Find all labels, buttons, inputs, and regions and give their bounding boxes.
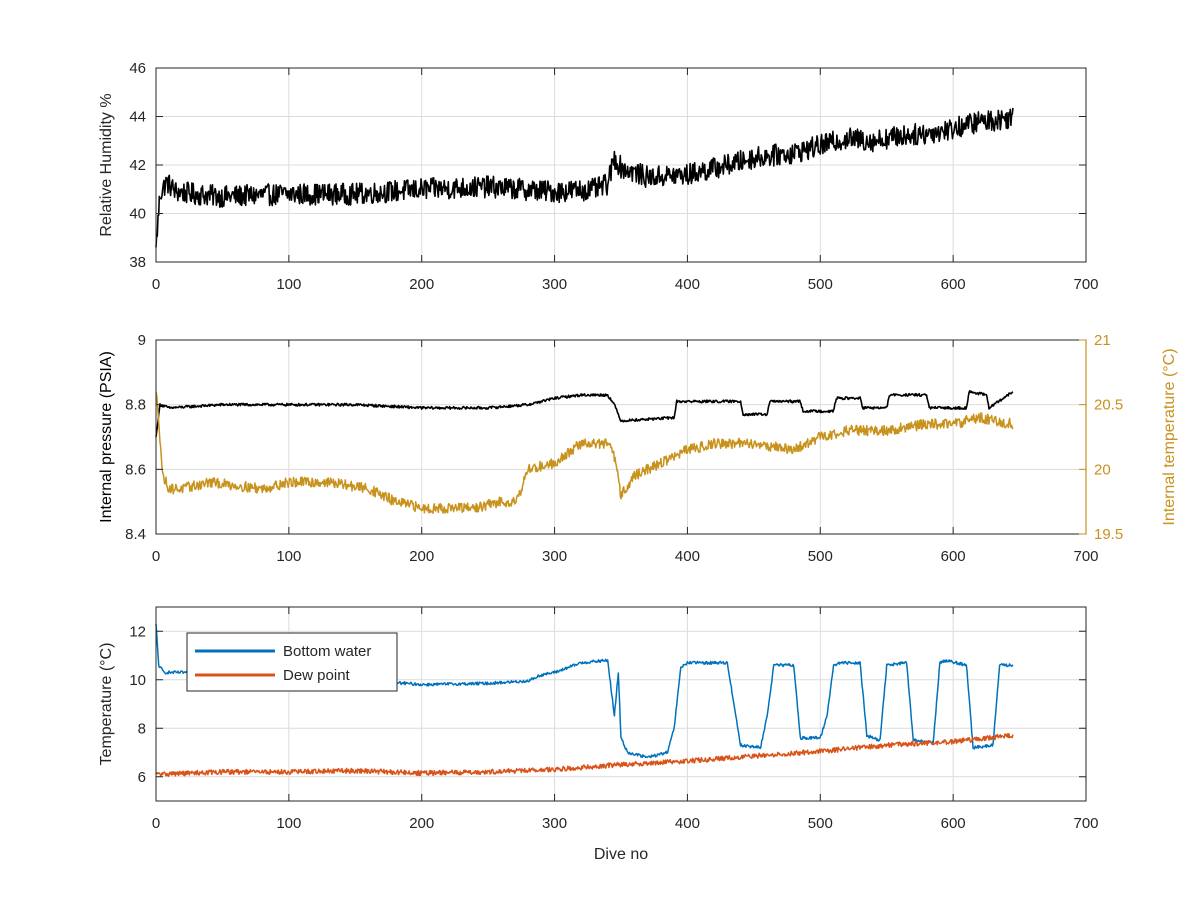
y-tick-label: 6 <box>138 769 146 786</box>
y-tick-label: 12 <box>129 623 146 640</box>
x-tick-label: 500 <box>808 548 833 565</box>
y-tick-label: 9 <box>138 332 146 349</box>
grid <box>156 68 1086 262</box>
x-tick-label: 600 <box>941 548 966 565</box>
x-tick-label: 400 <box>675 548 700 565</box>
x-tick-label: 100 <box>276 815 301 832</box>
y-tick-label: 42 <box>129 157 146 174</box>
x-axis-label: Dive no <box>594 846 648 863</box>
x-tick-label: 500 <box>808 815 833 832</box>
y2-tick-label: 21 <box>1094 332 1111 349</box>
y-axis-label: Temperature (°C) <box>98 643 115 766</box>
legend-box <box>186 632 398 692</box>
y-tick-label: 46 <box>129 60 146 77</box>
legend-label: Bottom water <box>283 643 371 660</box>
x-tick-label: 300 <box>542 548 567 565</box>
series-line-0 <box>155 389 1014 438</box>
y-axis-label: Internal pressure (PSIA) <box>98 351 115 523</box>
pressure-temperature-panel: 0 100 200 300 400 500 600 700 8.4 8.6 8.8 9 19.5 20 20… <box>98 332 1178 565</box>
legend: Bottom water Dew point <box>186 632 398 692</box>
x-tick-label: 0 <box>152 276 160 293</box>
x-tick-label: 700 <box>1073 276 1098 293</box>
series-line-1 <box>155 391 1014 514</box>
x-tick-label: 700 <box>1073 548 1098 565</box>
x-tick-label: 300 <box>542 276 567 293</box>
y-tick-label: 8.6 <box>125 461 146 478</box>
grid <box>156 607 1086 801</box>
x-tick-label: 400 <box>675 276 700 293</box>
y-tick-label: 8 <box>138 720 146 737</box>
y-tick-label: 40 <box>129 206 146 223</box>
y-tick-label: 8.8 <box>125 397 146 414</box>
temperature-panel: 0 100 200 300 400 500 600 700 6 8 10 12 Temperature … <box>98 606 1099 863</box>
x-tick-label: 500 <box>808 276 833 293</box>
series-line-0 <box>155 107 1014 248</box>
y2-tick-label: 20.5 <box>1094 397 1123 414</box>
y-tick-label: 44 <box>129 109 146 126</box>
x-tick-label: 100 <box>276 548 301 565</box>
x-tick-label: 700 <box>1073 815 1098 832</box>
x-tick-label: 200 <box>409 815 434 832</box>
y2-axis-label: Internal temperature (°C) <box>1161 348 1178 525</box>
y-tick-label: 10 <box>129 672 146 689</box>
series-line-1 <box>155 733 1014 777</box>
x-tick-label: 400 <box>675 815 700 832</box>
x-tick-label: 0 <box>152 815 160 832</box>
y-tick-label: 38 <box>129 254 146 271</box>
x-tick-label: 0 <box>152 548 160 565</box>
legend-label: Dew point <box>283 667 351 684</box>
x-tick-label: 300 <box>542 815 567 832</box>
y-tick-label: 8.4 <box>125 526 146 543</box>
x-tick-label: 100 <box>276 276 301 293</box>
x-tick-label: 600 <box>941 815 966 832</box>
x-tick-label: 600 <box>941 276 966 293</box>
y2-tick-label: 20 <box>1094 461 1111 478</box>
x-tick-label: 200 <box>409 548 434 565</box>
x-tick-label: 200 <box>409 276 434 293</box>
y2-tick-label: 19.5 <box>1094 526 1123 543</box>
humidity-panel: 0 100 200 300 400 500 600 700 38 40 42 44 46 Relative… <box>98 60 1099 293</box>
axes-box <box>155 606 1087 802</box>
y-axis-label: Relative Humidity % <box>98 93 115 236</box>
